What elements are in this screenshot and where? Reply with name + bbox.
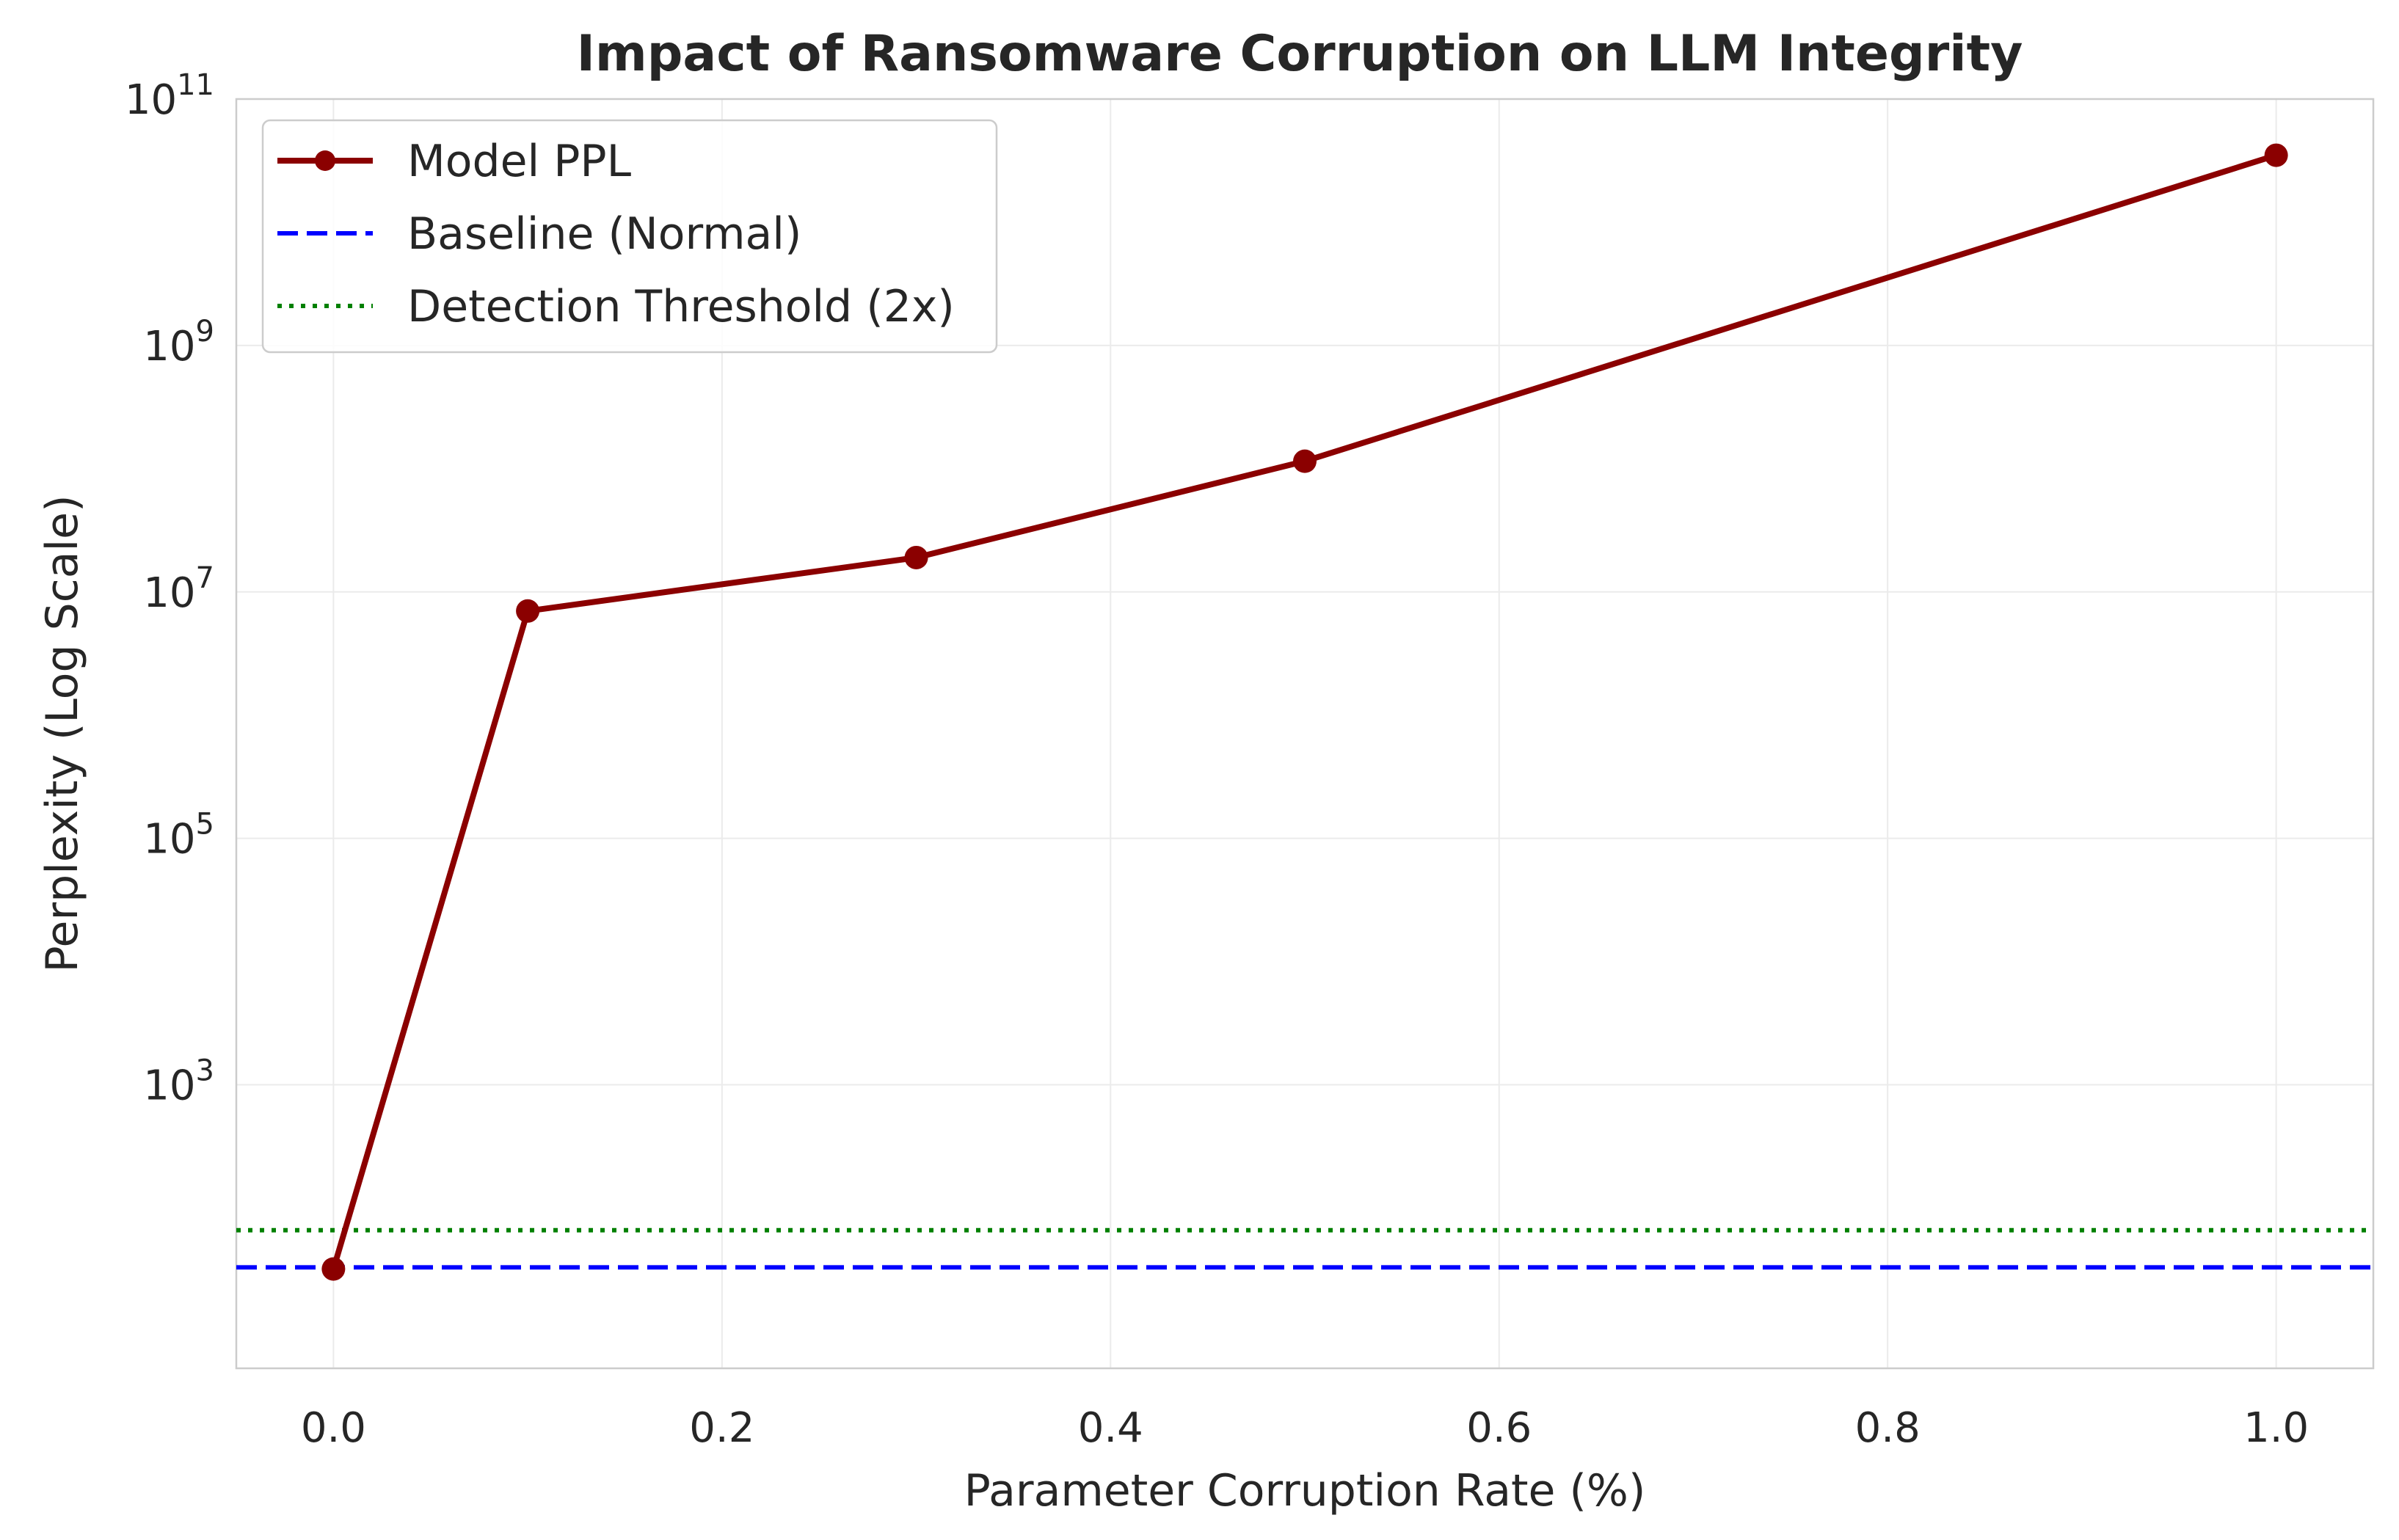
plot-area	[235, 98, 2375, 1370]
x-tick-label: 0.6	[1466, 1404, 1532, 1452]
reference-lines	[236, 1227, 2373, 1270]
x-tick-label: 0.4	[1078, 1404, 1143, 1452]
chart-title: Impact of Ransomware Corruption on LLM I…	[577, 25, 2023, 83]
x-tick-label: 1.0	[2243, 1404, 2309, 1452]
legend-label-baseline: Baseline (Normal)	[407, 208, 801, 260]
legend-label-model-ppl: Model PPL	[407, 136, 632, 187]
y-tick-label: 103	[143, 1054, 214, 1110]
data-point	[321, 1257, 346, 1281]
data-point	[904, 545, 928, 569]
x-axis-ticks: 0.0 0.2 0.4 0.6 0.8 1.0	[301, 1404, 2309, 1452]
series	[321, 143, 2288, 1281]
y-tick-label: 109	[143, 315, 214, 371]
data-point	[516, 599, 540, 623]
data-point	[2264, 143, 2288, 167]
legend-marker-model-ppl	[315, 150, 335, 171]
x-tick-label: 0.8	[1855, 1404, 1921, 1452]
x-tick-label: 0.2	[689, 1404, 754, 1452]
legend-label-threshold: Detection Threshold (2x)	[407, 281, 955, 332]
legend-frame	[261, 119, 998, 354]
y-tick-label: 107	[143, 561, 214, 617]
x-axis-label: Parameter Corruption Rate (%)	[964, 1465, 1646, 1517]
y-tick-label: 105	[143, 808, 214, 864]
legend: Model PPL Baseline (Normal) Detection Th…	[261, 119, 998, 354]
y-tick-label: 1011	[125, 68, 214, 124]
x-tick-label: 0.0	[301, 1404, 366, 1452]
data-point	[1293, 449, 1317, 473]
y-axis-ticks: 103 105 107 109 1011	[125, 68, 214, 1110]
y-axis-label: Perplexity (Log Scale)	[37, 495, 88, 972]
